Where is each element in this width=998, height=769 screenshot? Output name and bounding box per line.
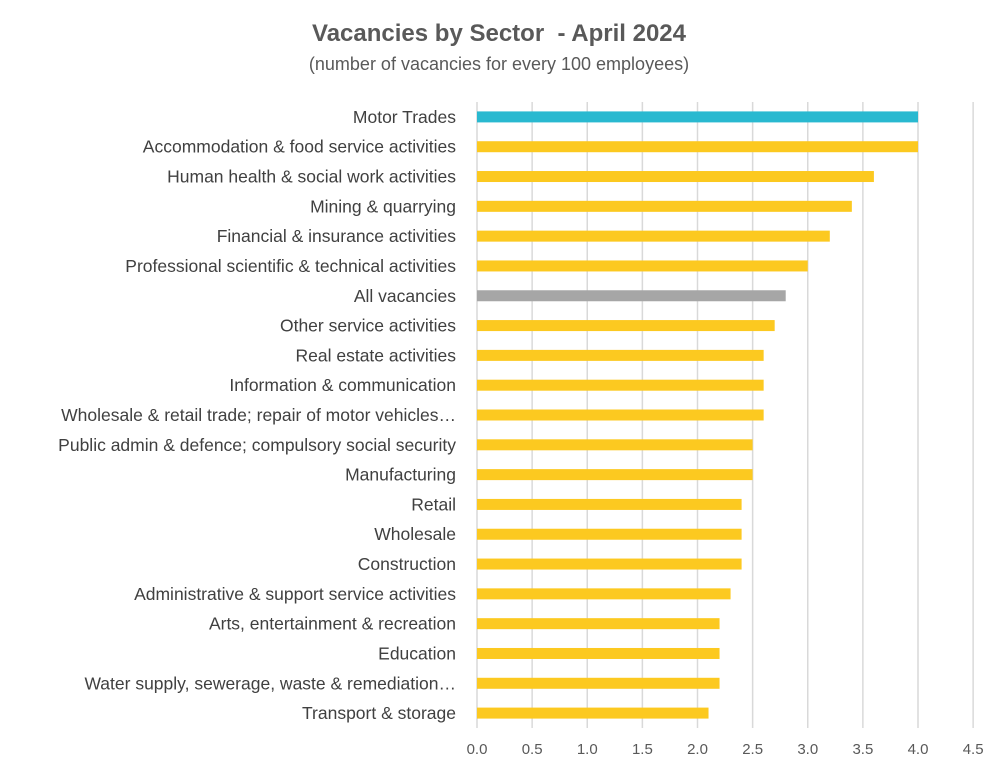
- bar: [477, 588, 731, 600]
- bar: [477, 469, 753, 481]
- bar: [477, 171, 874, 183]
- bar: [477, 111, 918, 123]
- category-label: Administrative & support service activit…: [134, 584, 456, 604]
- x-axis-tick-labels: 0.0 0.5 1.0 1.5 2.0 2.5 3.0 3.5 4.0 4.5: [467, 741, 984, 758]
- category-label: Other service activities: [280, 316, 456, 336]
- category-label: Information & communication: [229, 375, 456, 395]
- bars: [477, 111, 918, 719]
- chart-title: Vacancies by Sector - April 2024: [312, 20, 687, 47]
- category-label: Financial & insurance activities: [217, 226, 457, 246]
- category-label: Arts, entertainment & recreation: [209, 614, 456, 634]
- x-tick-label: 1.0: [577, 741, 598, 758]
- bar: [477, 349, 764, 361]
- bar: [477, 677, 720, 689]
- bar: [477, 558, 742, 570]
- category-label: Transport & storage: [302, 703, 456, 723]
- category-label: Retail: [411, 494, 456, 514]
- x-tick-label: 1.5: [632, 741, 653, 758]
- x-tick-label: 3.0: [797, 741, 818, 758]
- bar: [477, 707, 709, 719]
- category-label: Wholesale & retail trade; repair of moto…: [61, 405, 456, 425]
- x-tick-label: 4.0: [908, 741, 929, 758]
- category-label: Construction: [358, 554, 456, 574]
- x-tick-label: 3.5: [852, 741, 873, 758]
- bar: [477, 647, 720, 659]
- category-label: Education: [378, 643, 456, 663]
- category-label: Human health & social work activities: [167, 167, 456, 187]
- x-tick-label: 2.0: [687, 741, 708, 758]
- x-tick-label: 4.5: [963, 741, 984, 758]
- bar: [477, 498, 742, 510]
- bar: [477, 141, 918, 153]
- category-labels: Motor Trades Accommodation & food service…: [58, 107, 456, 723]
- bar: [477, 528, 742, 540]
- category-label: Motor Trades: [353, 107, 456, 127]
- category-label: Wholesale: [374, 524, 456, 544]
- category-label: Public admin & defence; compulsory socia…: [58, 435, 456, 455]
- bar: [477, 200, 852, 212]
- bar: [477, 260, 808, 272]
- x-tick-label: 0.0: [467, 741, 488, 758]
- x-tick-label: 2.5: [742, 741, 763, 758]
- bar: [477, 439, 753, 451]
- category-label: Professional scientific & technical acti…: [125, 256, 456, 276]
- category-label: Mining & quarrying: [310, 196, 456, 216]
- category-label: Manufacturing: [345, 465, 456, 485]
- chart-subtitle: (number of vacancies for every 100 emplo…: [309, 54, 689, 74]
- x-tick-label: 0.5: [522, 741, 543, 758]
- category-label: Accommodation & food service activities: [143, 137, 456, 157]
- bar: [477, 230, 830, 242]
- category-label: Real estate activities: [296, 345, 457, 365]
- bar: [477, 409, 764, 421]
- bar: [477, 320, 775, 332]
- bar: [477, 618, 720, 630]
- category-label: All vacancies: [354, 286, 456, 306]
- category-label: Water supply, sewerage, waste & remediat…: [84, 673, 456, 693]
- bar: [477, 290, 786, 302]
- bar: [477, 379, 764, 391]
